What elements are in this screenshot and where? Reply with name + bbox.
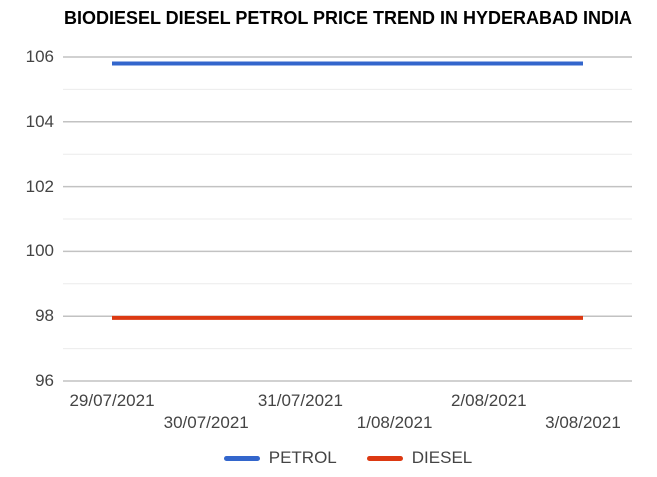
x-tick-label: 30/07/2021: [163, 413, 249, 432]
x-tick-label: 31/07/2021: [257, 391, 343, 410]
y-tick-label: 98: [35, 306, 54, 326]
y-tick-label: 106: [25, 47, 54, 66]
legend-item-diesel: DIESEL: [366, 448, 473, 468]
y-tick-label: 96: [35, 371, 54, 390]
legend-item-petrol: PETROL: [223, 448, 337, 468]
y-tick-label: 104: [25, 111, 54, 131]
y-tick-label: 102: [25, 176, 54, 196]
chart-title: BIODIESEL DIESEL PETROL PRICE TREND IN H…: [63, 8, 633, 28]
legend-line-swatch-icon: [366, 455, 403, 461]
x-tick-label: 2/08/2021: [450, 391, 527, 410]
legend-label: PETROL: [268, 448, 337, 467]
legend-label: DIESEL: [411, 448, 473, 467]
y-tick-label: 100: [25, 241, 54, 261]
legend: PETROL DIESEL: [38, 447, 657, 469]
x-tick-label: 29/07/2021: [69, 391, 155, 410]
x-tick-label: 3/08/2021: [545, 413, 621, 432]
legend-line-swatch-icon: [223, 455, 260, 461]
x-tick-label: 1/08/2021: [356, 413, 433, 432]
